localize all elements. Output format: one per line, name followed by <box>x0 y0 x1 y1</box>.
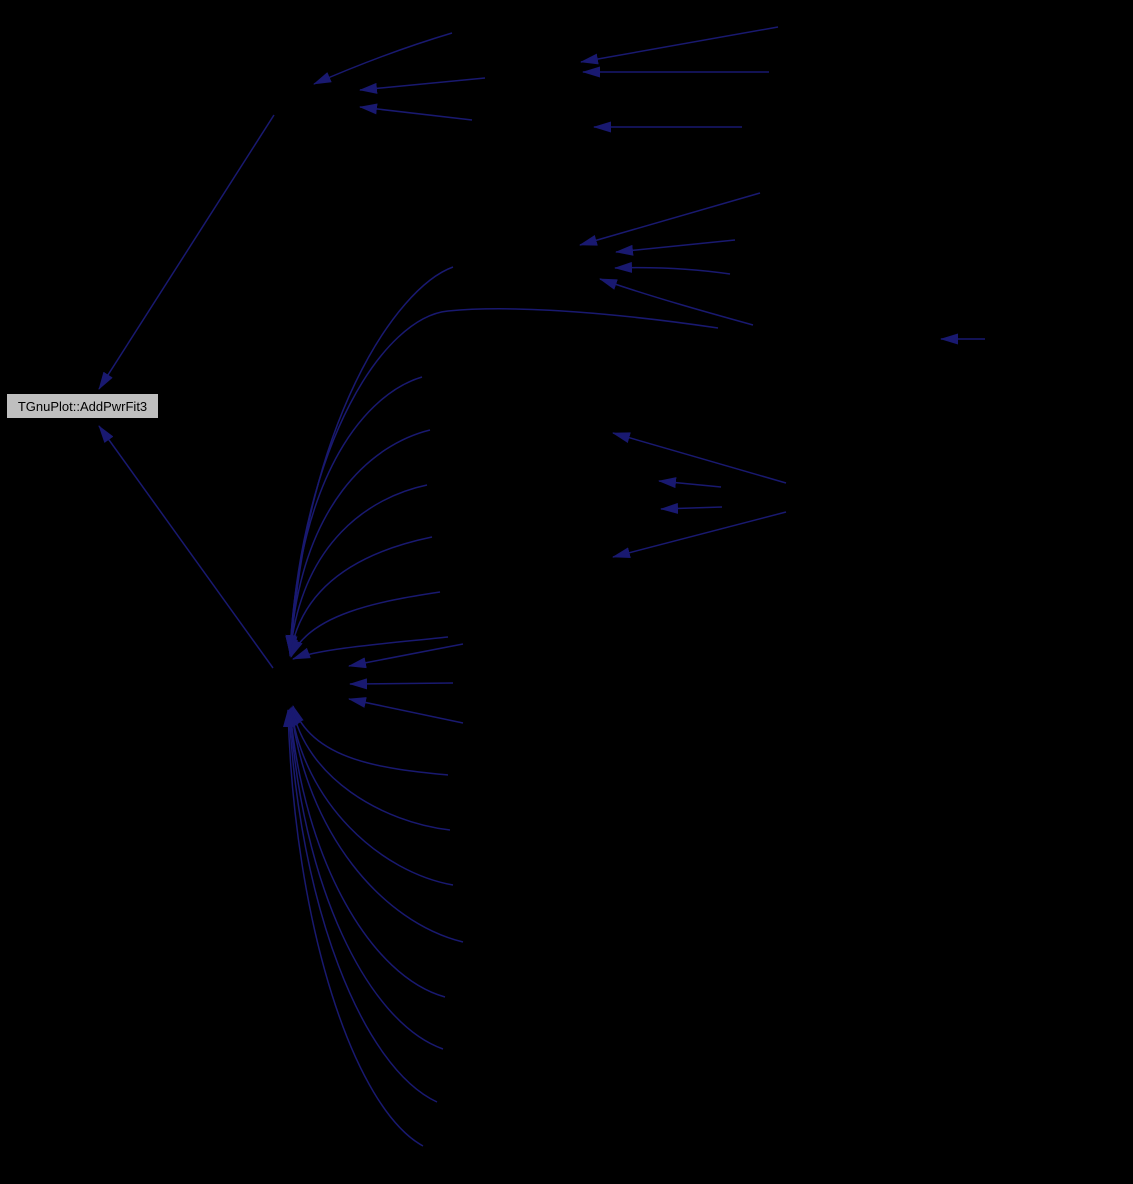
graph-edge-hub-up-6 <box>290 591 441 658</box>
graph-edge-group <box>98 26 985 1147</box>
graph-edge-topright-diag-into-C <box>580 26 779 65</box>
graph-edge-hub-down-6 <box>285 708 444 1050</box>
graph-edge-hub-to-root <box>98 425 274 669</box>
graph-edge-hub-right-2 <box>349 678 454 690</box>
graph-edge-hub-right-3 <box>348 697 464 724</box>
graph-edge-hub-up-long-E <box>285 308 719 653</box>
graph-edge-G-into-D2 <box>615 239 736 256</box>
graph-edge-A-to-root <box>98 114 275 390</box>
graph-edge-H-fan-3 <box>660 502 723 514</box>
graph-edge-hub-down-8 <box>282 709 424 1147</box>
graph-edge-hub-down-1 <box>292 705 449 776</box>
graph-edge-hub-right-1 <box>348 643 464 669</box>
graph-edge-G-into-D3 <box>614 261 731 275</box>
graph-edge-top-line-into-A-low <box>359 103 473 121</box>
graph-edge-E-into-D4 <box>599 278 754 326</box>
graph-edge-hub-up-5 <box>287 536 433 657</box>
graph-edge-hub-up-4 <box>286 484 428 656</box>
graph-edge-hub-up-2 <box>285 376 423 654</box>
graph-node-root-label: TGnuPlot::AddPwrFit3 <box>17 398 148 414</box>
graph-edge-hub-down-5 <box>286 708 446 998</box>
graph-edge-hub-down-7 <box>284 709 438 1103</box>
graph-edge-hub-up-3 <box>285 429 431 655</box>
graph-edge-hub-down-4 <box>287 707 464 943</box>
graph-edge-top-line-into-A-mid <box>359 77 486 94</box>
graph-edge-top-curve-into-A <box>313 32 453 85</box>
graph-edge-hub-up-7 <box>292 636 449 660</box>
graph-edge-H-fan-1 <box>612 432 787 484</box>
graph-edge-H-fan-2 <box>658 477 722 489</box>
graph-edge-F-into-D1 <box>579 192 761 246</box>
graph-edge-hub-down-2 <box>289 706 451 831</box>
graph-node-root: TGnuPlot::AddPwrFit3 <box>6 393 159 419</box>
graph-edge-hub-down-3 <box>287 707 454 886</box>
graph-edge-H-fan-4 <box>612 511 787 559</box>
